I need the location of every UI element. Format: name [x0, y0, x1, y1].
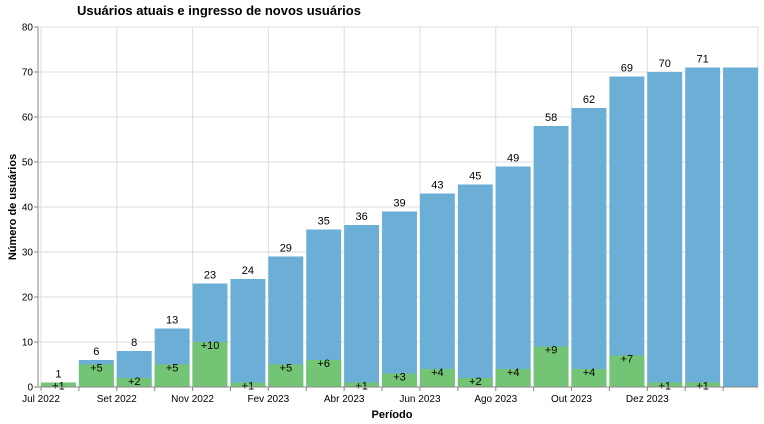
- bar-total-users: [685, 67, 721, 387]
- bar-new-users: [78, 364, 114, 387]
- bar-new-users: [192, 342, 228, 387]
- new-users-label: +10: [201, 340, 220, 352]
- bar-total-users: [571, 108, 607, 387]
- new-users-label: +2: [469, 376, 482, 388]
- bar-new-users: [571, 369, 607, 387]
- y-tick-label: 50: [22, 158, 34, 169]
- total-value-label: 35: [318, 216, 330, 228]
- total-value-label: 49: [507, 153, 519, 165]
- bar-new-users: [268, 364, 304, 387]
- y-tick-label: 20: [22, 293, 34, 304]
- x-tick-label: Ago 2023: [474, 394, 517, 405]
- total-value-label: 8: [131, 337, 137, 349]
- new-users-label: +4: [431, 367, 444, 379]
- total-value-label: 36: [355, 211, 367, 223]
- bar-new-users: [344, 382, 380, 387]
- new-users-label: +5: [280, 363, 293, 375]
- x-tick-label: Fev 2023: [248, 394, 290, 405]
- bar-new-users: [533, 346, 569, 387]
- new-users-label: +2: [128, 376, 141, 388]
- y-tick-label: 40: [22, 203, 34, 214]
- bar-new-users: [382, 373, 417, 387]
- y-tick-label: 60: [22, 113, 34, 124]
- axes: 0 10 20 30 40 50 60 70 80 Jul 2022 Set 2022 Nov 202…: [22, 23, 758, 405]
- bar-new-users: [230, 382, 266, 387]
- x-tick-label: Nov 2022: [171, 394, 214, 405]
- bar-new-users: [41, 382, 76, 387]
- new-users-label: +6: [317, 358, 330, 370]
- data-labels: 1+16+58+213+523+1024+129+535+636+139+343…: [52, 54, 709, 393]
- bar-total-users: [723, 67, 758, 387]
- total-value-label: 23: [204, 270, 216, 282]
- x-tick-label: Jun 2023: [399, 394, 441, 405]
- bar-total-users: [230, 279, 266, 387]
- new-users-label: +4: [583, 367, 596, 379]
- bar-total-users: [647, 72, 683, 387]
- bar-new-users: [495, 369, 531, 387]
- new-users-label: +5: [166, 363, 179, 375]
- bar-new-users: [419, 369, 455, 387]
- x-tick-label: Set 2022: [97, 394, 137, 405]
- bar-total-users: [457, 184, 493, 387]
- bar-total-users: [533, 126, 569, 387]
- new-users-label: +4: [507, 367, 520, 379]
- total-value-label: 69: [621, 63, 633, 75]
- x-tick-label: Out 2023: [551, 394, 593, 405]
- total-value-label: 70: [659, 58, 671, 70]
- bar-new-users: [647, 382, 683, 387]
- x-tick-label: Dez 2023: [626, 394, 669, 405]
- total-value-label: 45: [469, 171, 481, 183]
- bar-total-users: [382, 211, 417, 387]
- new-users-label: +5: [90, 363, 103, 375]
- total-value-label: 29: [280, 243, 292, 255]
- bar-total-users: [495, 166, 531, 387]
- x-tick-label: Abr 2023: [324, 394, 365, 405]
- total-value-label: 43: [431, 180, 443, 192]
- y-tick-label: 0: [27, 383, 33, 394]
- bar-total-users: [609, 76, 645, 387]
- chart-title: Usuários atuais e ingresso de novos usuá…: [77, 3, 361, 18]
- y-tick-label: 10: [22, 338, 34, 349]
- bar-new-users: [306, 360, 342, 387]
- bar-total-users: [419, 193, 455, 387]
- bars: [41, 67, 758, 387]
- total-value-label: 13: [166, 315, 178, 327]
- x-axis-title: Período: [372, 409, 413, 421]
- bar-total-users: [344, 225, 380, 387]
- bar-new-users: [457, 378, 493, 387]
- total-value-label: 24: [242, 265, 254, 277]
- new-users-label: +9: [545, 345, 558, 357]
- new-users-label: +3: [393, 372, 406, 384]
- y-axis-title: Número de usuários: [7, 154, 19, 260]
- new-users-label: +7: [621, 354, 634, 366]
- bar-new-users: [154, 364, 190, 387]
- bar-new-users: [685, 382, 721, 387]
- total-value-label: 58: [545, 112, 557, 124]
- total-value-label: 71: [697, 54, 709, 66]
- bar-new-users: [116, 378, 152, 387]
- total-value-label: 6: [93, 346, 99, 358]
- y-tick-label: 80: [22, 23, 34, 34]
- total-value-label: 39: [393, 198, 405, 210]
- y-tick-label: 70: [22, 68, 34, 79]
- y-tick-label: 30: [22, 248, 34, 259]
- total-value-label: 62: [583, 94, 595, 106]
- x-tick-label: Jul 2022: [22, 394, 60, 405]
- bar-new-users: [609, 355, 645, 387]
- total-value-label: 1: [55, 369, 61, 381]
